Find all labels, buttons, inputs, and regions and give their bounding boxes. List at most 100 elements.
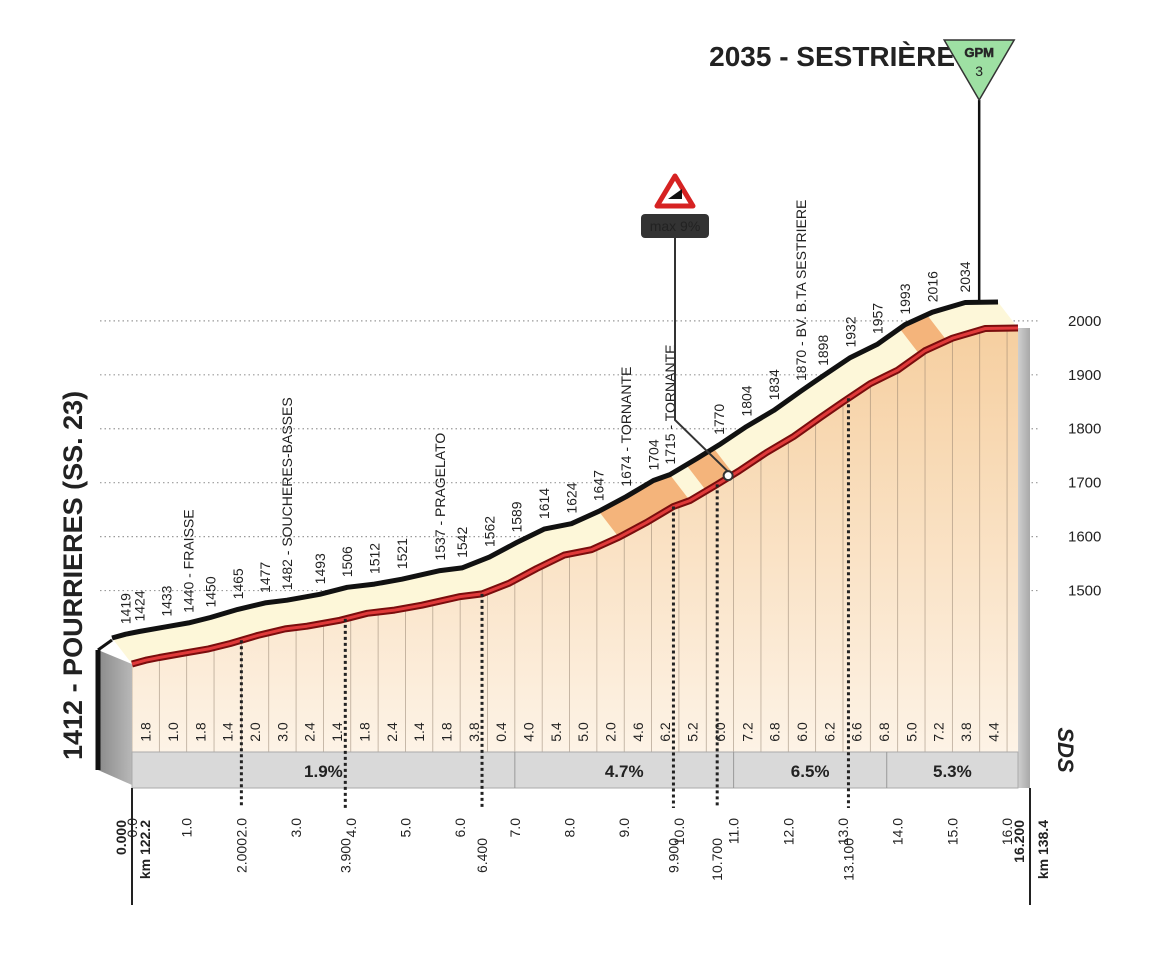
start-edge-cap: [97, 638, 113, 652]
segment-gradient-label: 3.8: [958, 722, 974, 742]
point-label: 1424: [131, 590, 147, 621]
y-tick-label: 1500: [1068, 583, 1101, 600]
gpm-triangle: [942, 39, 1016, 102]
y-tick-label: 1700: [1068, 475, 1101, 492]
point-label: 1493: [312, 553, 328, 584]
point-label: 1770: [711, 404, 727, 435]
segment-gradient-label: 1.4: [329, 722, 345, 742]
max-gradient-warning-icon: [654, 173, 696, 209]
point-label: 1521: [394, 538, 410, 569]
x-tick-label: 1.0: [179, 818, 195, 838]
sds-logo: SDS: [1053, 727, 1078, 773]
y-tick-label: 1900: [1068, 367, 1101, 384]
x-tick-label: 11.0: [726, 818, 742, 844]
point-label: 1450: [202, 576, 218, 607]
segment-gradient-label: 2.0: [247, 722, 263, 742]
point-label: 1715 - TORNANTE: [662, 344, 678, 464]
x-tick-label: 6.0: [452, 818, 468, 838]
segment-gradient-label: 1.4: [411, 722, 427, 742]
segment-gradient-label: 2.4: [384, 722, 400, 742]
segment-gradient-label: 6.8: [767, 722, 783, 742]
max-gradient-box: [641, 214, 709, 238]
max-gradient-label: max 9%: [650, 218, 701, 234]
segment-gradient-label: 6.8: [876, 722, 892, 742]
segment-gradient-label: 2.4: [302, 722, 318, 742]
end-km-label: km 138.4: [1035, 820, 1051, 879]
chart-title: 2035 - SESTRIÈRE: [709, 41, 955, 72]
segment-gradient-label: 4.4: [985, 722, 1001, 742]
start-block: [98, 650, 132, 785]
segment-gradient-label: 4.6: [630, 722, 646, 742]
point-label: 1433: [159, 585, 175, 616]
average-gradient-label: 1.9%: [304, 762, 343, 781]
point-label: 1898: [815, 335, 831, 366]
point-label: 1674 - TORNANTE: [618, 367, 634, 487]
point-label: 1419: [118, 593, 134, 624]
segment-gradient-label: 2.0: [603, 722, 619, 742]
x-tick-label: 0.0: [124, 818, 140, 838]
point-label: 1834: [766, 369, 782, 400]
x-tick-label: 4.0: [343, 818, 359, 838]
start-distance-label: 0.000: [113, 820, 129, 855]
point-label: 1614: [536, 488, 552, 519]
point-label: 1932: [842, 316, 858, 347]
max-gradient-point: [722, 470, 734, 482]
x-tick-label: 12.0: [780, 818, 796, 845]
y-tick-label: 2000: [1068, 313, 1101, 330]
y-tick-label: 1600: [1068, 529, 1101, 546]
end-distance-label: 16.200: [1011, 820, 1027, 863]
segment-gradient-label: 6.0: [712, 722, 728, 742]
y-tick-label: 1800: [1068, 421, 1101, 438]
max-gradient-pointer: [674, 238, 729, 473]
x-tick-label: 5.0: [397, 818, 413, 838]
point-label: 1506: [339, 546, 355, 577]
point-label: 1440 - FRAISSE: [181, 509, 197, 613]
km-marker-label: 13.100: [840, 838, 856, 881]
end-block: [1018, 328, 1030, 788]
x-tick-label: 9.0: [616, 818, 632, 838]
point-label: 1537 - PRAGELATO: [432, 433, 448, 561]
x-tick-label: 3.0: [288, 818, 304, 838]
point-label: 1542: [454, 527, 470, 558]
start-label: 1412 - POURRIERES (SS. 23): [58, 391, 88, 760]
segment-gradient-label: 0.4: [493, 722, 509, 742]
point-label: 1624: [563, 482, 579, 513]
profile-top-edge: [111, 299, 999, 641]
x-tick-label: 2.0: [233, 818, 249, 838]
x-tick-label: 7.0: [507, 818, 523, 838]
x-tick-label: 10.0: [671, 818, 687, 845]
point-label: 1647: [591, 470, 607, 501]
steep-section: [598, 474, 690, 538]
x-tick-label: 14.0: [890, 818, 906, 845]
segment-gradient-label: 7.2: [739, 722, 755, 742]
point-label: 1957: [870, 303, 886, 334]
x-tick-label: 16.0: [999, 818, 1015, 845]
gpm-label: GPM: [964, 45, 994, 60]
profile-base-line: [131, 326, 1019, 666]
average-gradient-label: 6.5%: [791, 762, 830, 781]
profile-area: [132, 328, 1018, 752]
segment-gradient-label: 1.4: [220, 722, 236, 742]
average-gradient-label: 4.7%: [605, 762, 644, 781]
point-label: 1512: [367, 543, 383, 574]
segment-gradient-label: 4.0: [521, 722, 537, 742]
point-label: 1477: [257, 562, 273, 593]
point-label: 2016: [924, 271, 940, 302]
km-marker-label: 10.700: [709, 838, 725, 881]
x-tick-label: 8.0: [562, 818, 578, 838]
x-tick-label: 15.0: [944, 818, 960, 845]
point-label: 1870 - BV. B.TA SESTRIERE: [793, 200, 809, 381]
segment-gradient-label: 5.0: [575, 722, 591, 742]
segment-gradient-label: 1.0: [165, 722, 181, 742]
x-tick-label: 13.0: [835, 818, 851, 845]
segment-gradient-label: 6.2: [657, 722, 673, 742]
segment-gradient-label: 3.8: [466, 722, 482, 742]
segment-gradient-label: 5.2: [685, 722, 701, 742]
point-label: 2034: [957, 261, 973, 292]
point-label: 1993: [897, 283, 913, 314]
point-label: 1482 - SOUCHERES-BASSES: [279, 397, 295, 590]
point-label: 1562: [481, 516, 497, 547]
warning-icon-slope: [668, 189, 682, 199]
